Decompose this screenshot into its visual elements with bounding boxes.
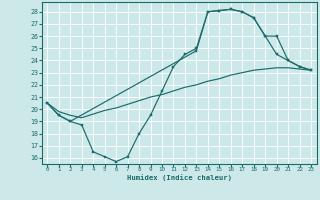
X-axis label: Humidex (Indice chaleur): Humidex (Indice chaleur) — [127, 174, 232, 181]
